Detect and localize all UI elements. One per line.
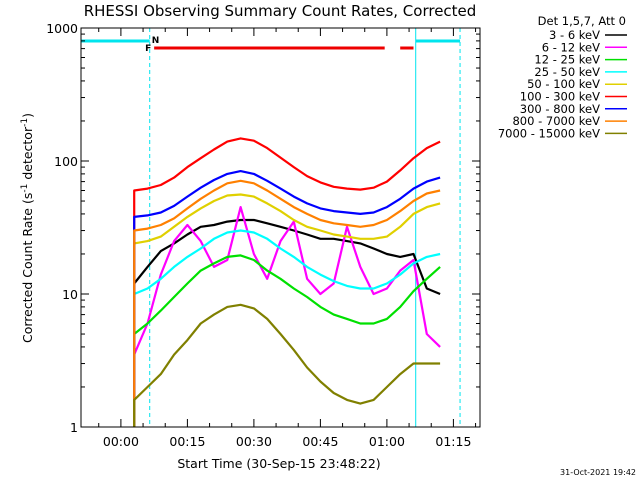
y-tick-label: 10 — [62, 287, 78, 302]
legend-entry-label: 50 - 100 keV — [527, 77, 600, 91]
legend-entry-label: 300 - 800 keV — [520, 102, 600, 116]
x-tick-label: 00:15 — [169, 434, 205, 449]
series-line — [133, 206, 441, 427]
series-line — [133, 179, 441, 427]
flare-flag-label: F — [145, 44, 151, 54]
legend-entry-label: 12 - 25 keV — [534, 53, 600, 67]
y-axis-label-main: Corrected Count Rate (s — [20, 193, 35, 343]
y-tick-label: 1000 — [46, 21, 78, 36]
legend-title: Det 1,5,7, Att 0 — [538, 14, 626, 28]
series-line — [133, 170, 441, 427]
y-axis-label-end: ) — [20, 113, 35, 118]
x-tick-label: 01:00 — [369, 434, 405, 449]
legend-entry-label: 100 - 300 keV — [520, 90, 600, 104]
series-line — [133, 229, 441, 427]
legend-entry-label: 800 - 7000 keV — [512, 114, 600, 128]
x-tick-label: 00:45 — [302, 434, 338, 449]
series-line — [133, 254, 441, 427]
y-axis-label-exp2: -1 — [20, 118, 30, 127]
y-tick-label: 100 — [54, 154, 78, 169]
legend-entry-label: 3 - 6 keV — [549, 28, 600, 42]
legend-entry-label: 25 - 50 keV — [534, 65, 600, 79]
night-flag-label: N — [152, 36, 160, 46]
series-line — [133, 303, 441, 427]
series-line — [133, 193, 441, 427]
x-tick-label: 00:00 — [103, 434, 139, 449]
legend-entry-label: 7000 - 15000 keV — [498, 126, 600, 140]
y-axis-label: Corrected Count Rate (s-1 detector-1) — [20, 113, 35, 343]
footer-date: 31-Oct-2021 19:42 — [560, 468, 636, 477]
x-tick-label: 00:30 — [236, 434, 272, 449]
x-axis-label: Start Time (30-Sep-15 23:48:22) — [177, 456, 380, 471]
plot-area: FN — [80, 28, 461, 427]
y-tick-label: 1 — [70, 420, 78, 435]
legend-entry-label: 6 - 12 keV — [542, 40, 600, 54]
x-tick-label: 01:15 — [435, 434, 471, 449]
plot-frame — [80, 27, 481, 428]
axes: 1 10 100 1000 00:00 00:15 00:30 00:45 01:00 01:15 — [46, 21, 480, 449]
y-axis-label-exp1: -1 — [20, 184, 30, 193]
chart-title: RHESSI Observing Summary Count Rates, Co… — [84, 2, 477, 20]
y-axis-label-mid: detector — [20, 126, 35, 184]
series-line — [133, 137, 441, 427]
series-line — [133, 218, 441, 427]
